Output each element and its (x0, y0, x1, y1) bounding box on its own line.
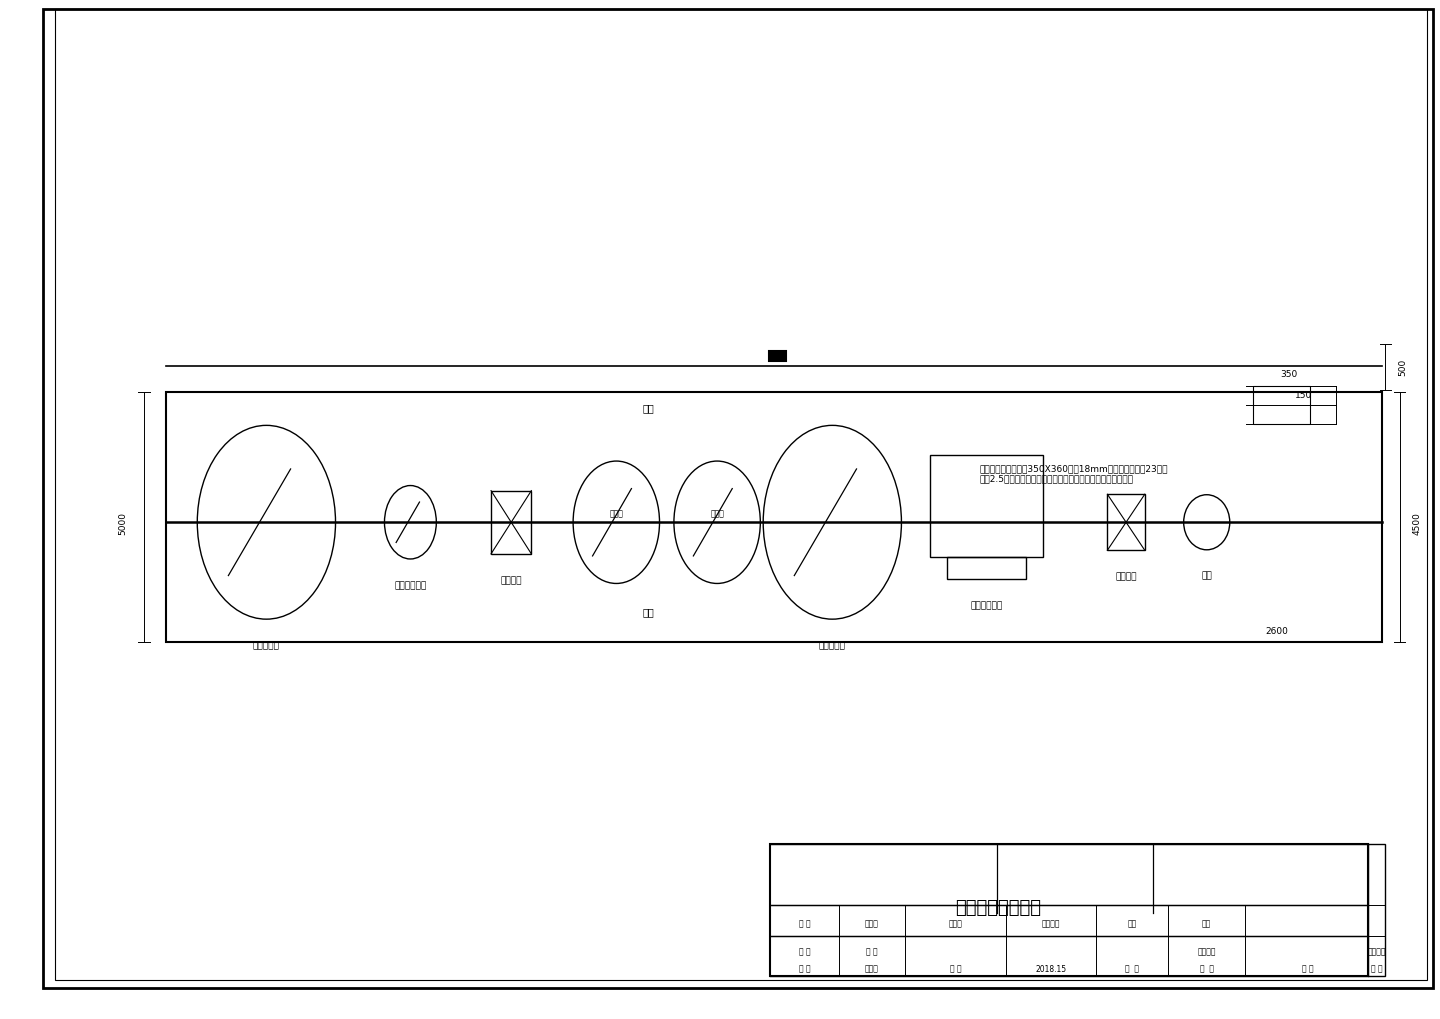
Bar (1107, 495, 1145, 550)
Text: 比例: 比例 (1128, 919, 1136, 927)
Text: 炭纤维净化器: 炭纤维净化器 (971, 601, 1002, 609)
Text: 2600: 2600 (1266, 627, 1289, 635)
Text: 防爆风机: 防爆风机 (501, 576, 521, 584)
Text: 500: 500 (1398, 359, 1407, 376)
Text: 汽液分离器: 汽液分离器 (253, 641, 279, 649)
Text: 列管式冷凝器: 列管式冷凝器 (395, 581, 426, 589)
Text: 设 计: 设 计 (799, 919, 811, 927)
Text: 喷洗塔: 喷洗塔 (609, 510, 624, 518)
Text: 图 号: 图 号 (1302, 964, 1315, 973)
Text: 4500: 4500 (1413, 512, 1421, 534)
Text: 烟囱: 烟囱 (1201, 572, 1212, 580)
Text: 蔡艳鹏: 蔡艳鹏 (865, 919, 878, 927)
Text: 重量: 重量 (1202, 919, 1211, 927)
Text: 防爆风机: 防爆风机 (1116, 572, 1136, 581)
Text: 贾嘉新: 贾嘉新 (865, 964, 878, 973)
Text: 标准化: 标准化 (949, 919, 962, 927)
Bar (491, 491, 531, 554)
Bar (1253, 386, 1310, 425)
Text: 共  页: 共 页 (1125, 964, 1139, 973)
Bar (770, 844, 1368, 976)
Text: 图 号: 图 号 (1371, 964, 1382, 973)
Text: 校 对: 校 对 (799, 947, 811, 956)
Text: 所属图号: 所属图号 (1368, 947, 1385, 956)
Bar (948, 557, 1027, 580)
Text: 碱洗塔: 碱洗塔 (710, 510, 724, 518)
Text: 车间废气净化平面: 车间废气净化平面 (955, 898, 1041, 916)
Text: 审 查: 审 查 (867, 947, 878, 956)
Text: 350: 350 (1280, 370, 1297, 378)
Bar (1368, 844, 1385, 976)
Bar (166, 392, 1382, 642)
Text: 后面: 后面 (642, 403, 654, 413)
Text: 所属图号: 所属图号 (1198, 947, 1215, 956)
Text: 第  页: 第 页 (1200, 964, 1214, 973)
Text: 图样标记: 图样标记 (1043, 919, 1060, 927)
Text: 日 期: 日 期 (950, 964, 962, 973)
Text: 审 核: 审 核 (799, 964, 811, 973)
Bar (930, 455, 1043, 557)
Text: 汽液分离器: 汽液分离器 (819, 641, 845, 649)
Text: 说明：软垫预埋钢板350X360厚度18mm，烟囱铁架高度23米。
置量2.5吨制底基础按平面图布置，整个基础按要求水平标准。: 说明：软垫预埋钢板350X360厚度18mm，烟囱铁架高度23米。 置量2.5吨… (979, 464, 1168, 483)
Bar (769, 352, 786, 362)
Text: 正面: 正面 (642, 606, 654, 616)
Text: 150: 150 (1295, 391, 1312, 399)
Text: 5000: 5000 (118, 512, 127, 534)
Text: 2018.15: 2018.15 (1035, 964, 1067, 973)
